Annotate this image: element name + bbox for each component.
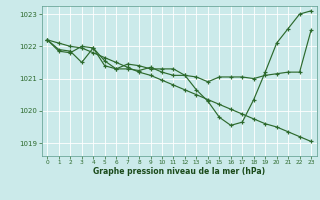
X-axis label: Graphe pression niveau de la mer (hPa): Graphe pression niveau de la mer (hPa) bbox=[93, 167, 265, 176]
